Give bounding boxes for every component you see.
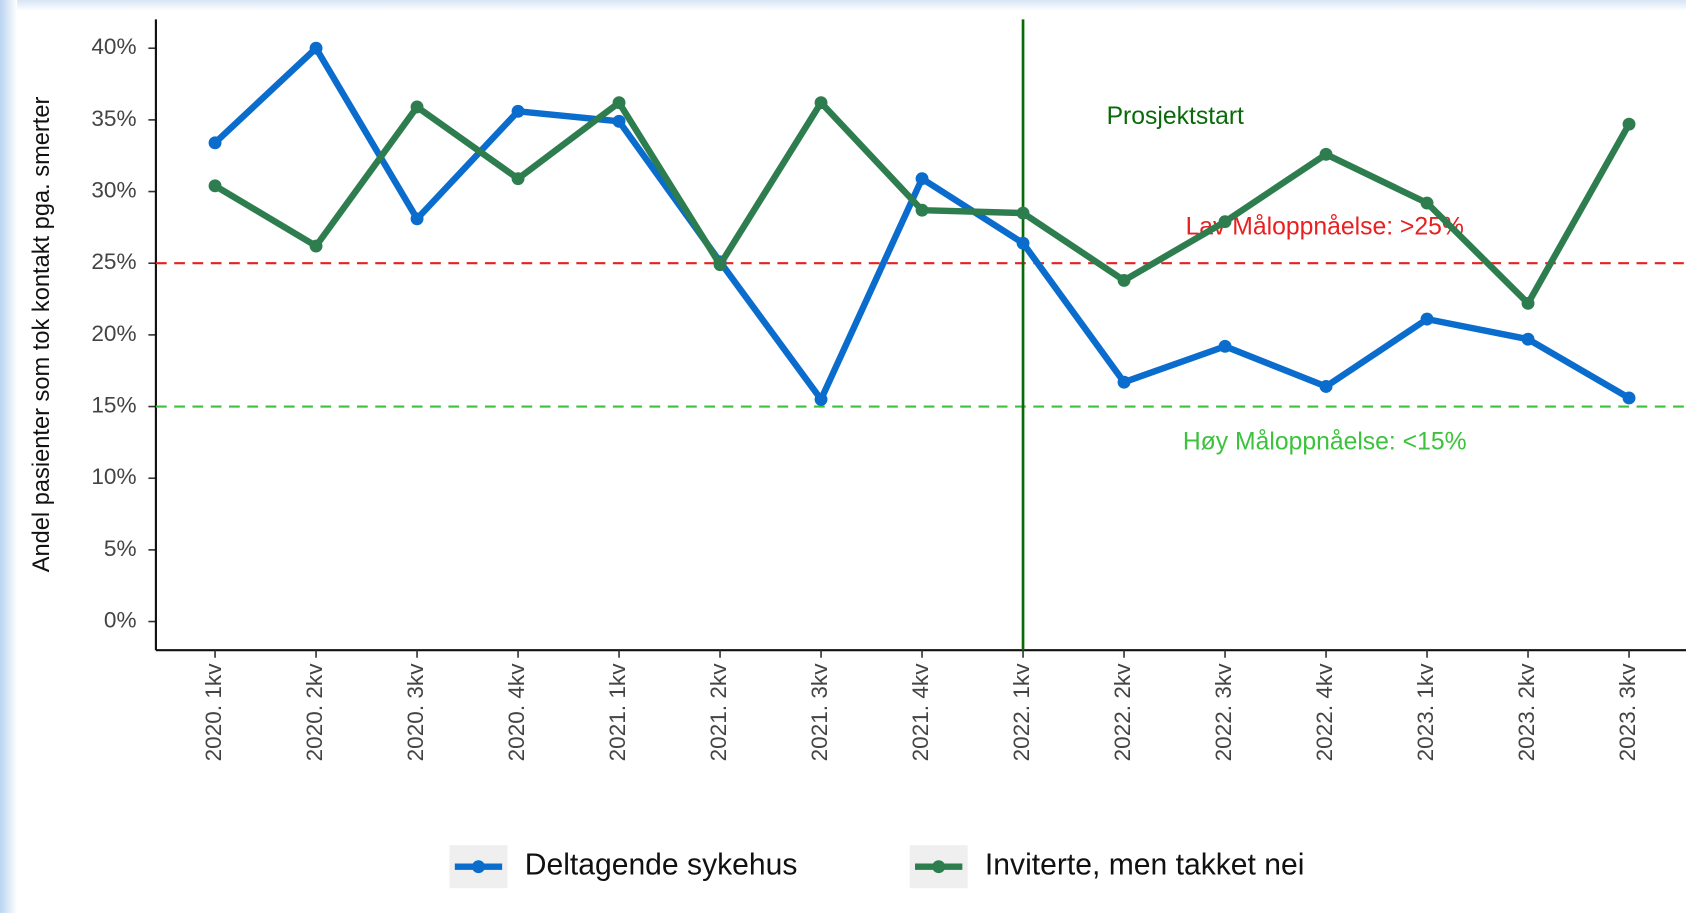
legend-key-dot [472, 860, 485, 874]
vertical-line-label: Prosjektstart [1107, 103, 1244, 130]
data-point [612, 114, 626, 128]
data-point [1218, 339, 1232, 353]
data-point [1218, 215, 1232, 229]
x-tick-label: 2022. 4kv [1312, 663, 1337, 762]
data-point [1420, 196, 1434, 210]
data-point [1117, 273, 1131, 287]
y-tick-label: 15% [91, 393, 136, 418]
data-point [1420, 312, 1434, 326]
data-point [1622, 391, 1636, 405]
x-tick-label: 2023. 2kv [1514, 663, 1539, 762]
data-point [208, 179, 222, 193]
y-tick-label: 30% [91, 178, 136, 203]
data-point [1117, 375, 1131, 389]
x-tick-label: 2020. 2kv [302, 663, 327, 762]
y-tick-label: 40% [91, 34, 136, 59]
x-tick-label: 2022. 1kv [1009, 663, 1034, 762]
data-point [915, 203, 929, 217]
x-tick-label: 2020. 4kv [504, 663, 529, 762]
legend-label: Deltagende sykehus [525, 849, 798, 882]
data-point [1521, 296, 1535, 310]
x-tick-label: 2021. 1kv [605, 663, 630, 762]
data-point [410, 212, 424, 226]
y-tick-label: 25% [91, 249, 136, 274]
x-tick-label: 2023. 3kv [1615, 663, 1640, 762]
data-point [208, 136, 222, 150]
x-tick-label: 2021. 2kv [706, 663, 731, 762]
x-tick-label: 2020. 3kv [403, 663, 428, 762]
data-point [511, 104, 525, 118]
data-point [915, 172, 929, 186]
x-tick-label: 2023. 1kv [1413, 663, 1438, 762]
data-point [814, 96, 828, 110]
y-tick-label: 20% [91, 321, 136, 346]
data-point [814, 392, 828, 406]
background-edge [0, 0, 1686, 11]
y-tick-label: 0% [104, 608, 137, 633]
data-point [713, 258, 727, 272]
reference-label: Høy Måloppnåelse: <15% [1183, 429, 1467, 456]
data-point [1016, 206, 1030, 220]
y-tick-label: 10% [91, 464, 136, 489]
x-tick-label: 2020. 1kv [201, 663, 226, 762]
x-tick-label: 2021. 4kv [908, 663, 933, 762]
data-point [309, 41, 323, 55]
background-edge [0, 0, 18, 913]
data-point [410, 100, 424, 114]
data-point [511, 172, 525, 186]
data-point [1319, 380, 1333, 393]
legend-label: Inviterte, men takket nei [985, 849, 1304, 882]
x-tick-label: 2022. 2kv [1110, 663, 1135, 762]
data-point [1016, 236, 1030, 250]
y-tick-label: 5% [104, 536, 137, 561]
data-point [612, 96, 626, 110]
data-point [1622, 117, 1636, 131]
data-point [1521, 332, 1535, 346]
y-tick-label: 35% [91, 106, 136, 131]
data-point [309, 239, 323, 253]
series-line [213, 99, 1632, 307]
data-point [1319, 147, 1333, 161]
legend-key-dot [932, 860, 946, 874]
y-axis-label: Andel pasienter som tok kontakt pga. sme… [29, 96, 55, 572]
x-tick-label: 2022. 3kv [1211, 663, 1236, 762]
x-tick-label: 2021. 3kv [807, 663, 832, 762]
